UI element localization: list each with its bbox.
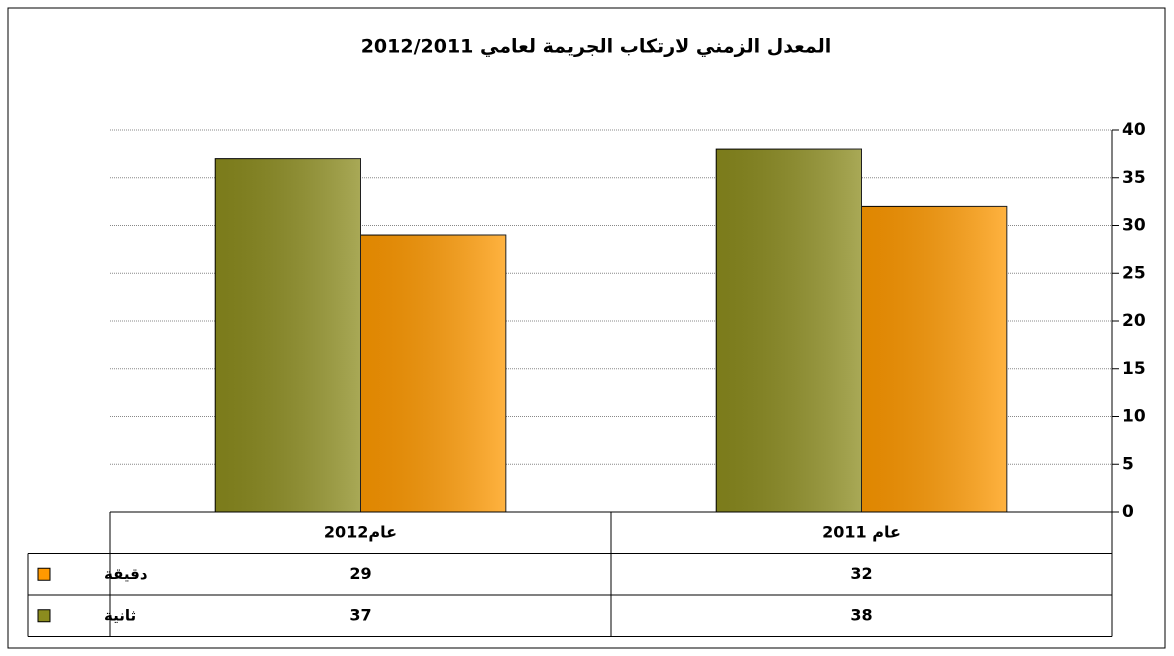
bar-shade: [215, 158, 361, 512]
y-tick-label: 10: [1122, 407, 1146, 427]
y-tick-label: 5: [1122, 454, 1134, 474]
y-tick-label: 35: [1122, 168, 1146, 188]
y-tick-label: 15: [1122, 359, 1146, 379]
legend-swatch: [37, 609, 51, 623]
legend-label: دقيقة: [104, 565, 148, 583]
data-label: 37: [349, 605, 371, 624]
y-tick-label: 30: [1122, 216, 1146, 236]
y-tick-label: 0: [1122, 502, 1134, 522]
data-label: 29: [349, 564, 371, 583]
chart-title: المعدل الزمني لارتكاب الجريمة لعامي 2012…: [361, 36, 832, 58]
bar-shade: [360, 235, 506, 513]
x-tick-label: عام 2011: [822, 522, 901, 541]
bar-shade: [861, 206, 1007, 512]
y-tick-label: 40: [1122, 120, 1146, 140]
y-tick-label: 20: [1122, 311, 1146, 331]
x-tick-label: عام2012: [324, 522, 397, 541]
legend-label: ثانية: [104, 606, 136, 624]
y-tick-label: 25: [1122, 263, 1146, 283]
bar-shade: [716, 149, 862, 512]
data-label: 38: [850, 605, 872, 624]
data-label: 32: [850, 564, 872, 583]
legend-swatch: [37, 567, 51, 581]
